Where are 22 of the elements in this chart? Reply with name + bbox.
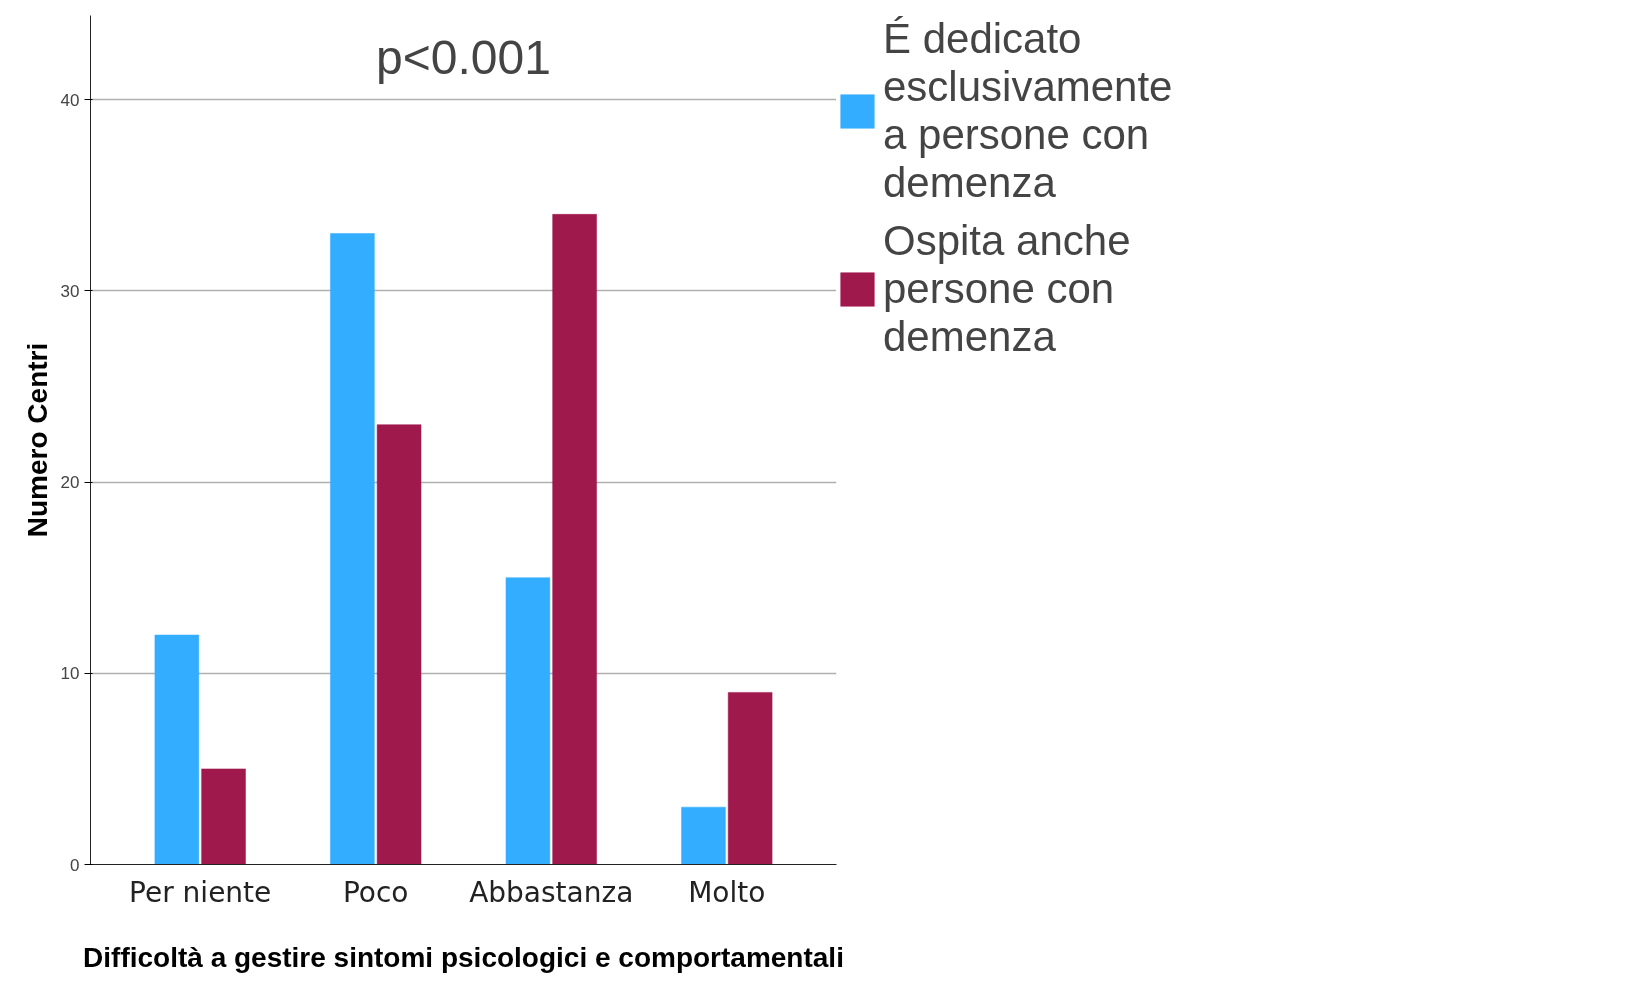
y-tick-label: 30	[60, 281, 80, 301]
y-tick-label: 20	[60, 473, 80, 493]
bar	[201, 768, 246, 865]
bar	[681, 806, 726, 865]
bar	[552, 214, 597, 865]
bar	[154, 634, 200, 865]
bar	[376, 424, 422, 865]
y-axis-title: Numero Centri	[21, 342, 53, 538]
legend-label: É dedicato esclusivamente a persone con demenza	[883, 15, 1173, 207]
x-tick-label: Abbastanza	[469, 875, 634, 909]
x-tick-label: Per niente	[129, 875, 272, 909]
bar	[727, 692, 773, 865]
y-tick-label: 10	[60, 664, 80, 684]
x-tick-label: Molto	[688, 875, 766, 909]
x-axis-title: Difficoltà a gestire sintomi psicologici e comportamentali	[83, 941, 844, 973]
bar	[505, 577, 551, 865]
legend-label: Ospita anche persone con demenza	[883, 217, 1131, 361]
y-tick-label: 0	[70, 855, 80, 875]
x-tick-label: Poco	[342, 875, 409, 909]
bar	[330, 233, 375, 865]
y-tick-label: 40	[60, 90, 80, 110]
annotation: p<0.001	[376, 30, 551, 84]
